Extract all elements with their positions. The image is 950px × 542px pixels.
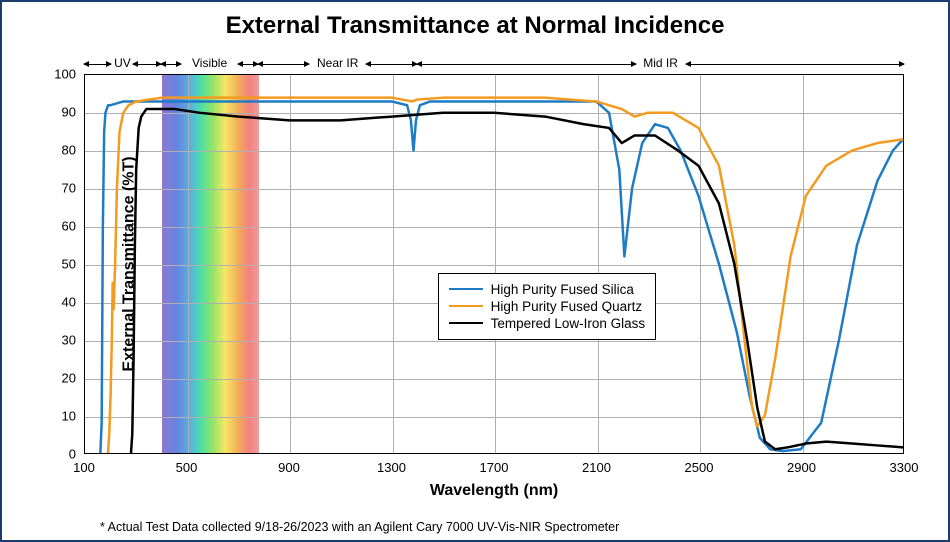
region-label: Mid IR — [643, 56, 678, 70]
y-tick-label: 40 — [62, 295, 76, 310]
spectral-region-labels: UV Visible Near IR Mid IR — [84, 56, 904, 74]
legend-swatch — [449, 322, 483, 325]
x-axis-label: Wavelength (nm) — [430, 482, 558, 500]
plot-background: High Purity Fused Silica High Purity Fuse… — [84, 74, 904, 454]
x-tick-label: 2500 — [685, 460, 714, 475]
legend-label: High Purity Fused Silica — [491, 282, 634, 297]
legend-label: Tempered Low-Iron Glass — [491, 316, 646, 331]
region-arrow — [366, 64, 417, 65]
region-arrow — [161, 64, 181, 65]
region-label: UV — [114, 56, 131, 70]
y-tick-label: 20 — [62, 371, 76, 386]
x-tick-label: 2900 — [787, 460, 816, 475]
chart-title: External Transmittance at Normal Inciden… — [2, 2, 948, 40]
y-axis-label: External Transmittance (%T) — [121, 156, 139, 371]
region-arrow — [258, 64, 309, 65]
y-tick-label: 80 — [62, 143, 76, 158]
y-tick-label: 50 — [62, 257, 76, 272]
footnote-text: * Actual Test Data collected 9/18-26/202… — [100, 520, 619, 534]
region-arrow — [238, 64, 258, 65]
region-arrow — [133, 64, 160, 65]
region-arrow — [84, 64, 111, 65]
y-tick-label: 100 — [54, 67, 76, 82]
legend-item: High Purity Fused Silica — [449, 282, 646, 297]
x-tick-label: 3300 — [890, 460, 919, 475]
x-tick-label: 100 — [73, 460, 95, 475]
y-tick-label: 0 — [69, 447, 76, 462]
y-tick-label: 90 — [62, 105, 76, 120]
region-arrow — [686, 64, 904, 65]
y-tick-label: 70 — [62, 181, 76, 196]
y-tick-label: 10 — [62, 409, 76, 424]
region-label: Visible — [192, 56, 227, 70]
legend-item: Tempered Low-Iron Glass — [449, 316, 646, 331]
legend-label: High Purity Fused Quartz — [491, 299, 643, 314]
x-tick-label: 500 — [176, 460, 198, 475]
region-arrow — [417, 64, 635, 65]
legend-swatch — [449, 305, 483, 308]
x-tick-label: 1300 — [377, 460, 406, 475]
region-label: Near IR — [317, 56, 358, 70]
data-series-svg — [85, 75, 903, 453]
legend-box: High Purity Fused Silica High Purity Fuse… — [438, 273, 657, 340]
y-tick-label: 30 — [62, 333, 76, 348]
x-tick-label: 2100 — [582, 460, 611, 475]
chart-plot-area: High Purity Fused Silica High Purity Fuse… — [84, 74, 904, 454]
x-tick-label: 900 — [278, 460, 300, 475]
x-tick-label: 1700 — [480, 460, 509, 475]
legend-item: High Purity Fused Quartz — [449, 299, 646, 314]
legend-swatch — [449, 288, 483, 291]
y-tick-label: 60 — [62, 219, 76, 234]
